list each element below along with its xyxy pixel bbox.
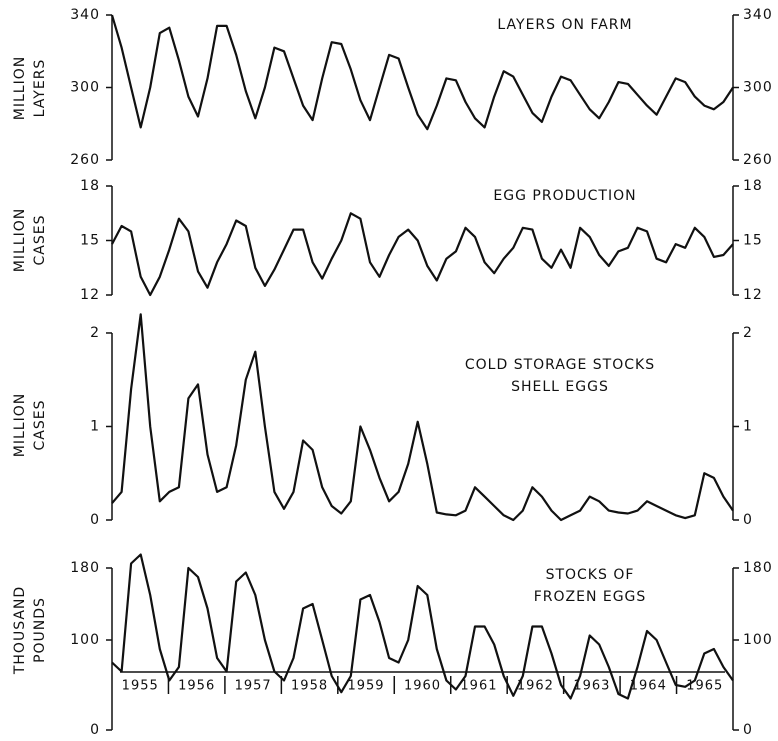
y-tick-label: 100 [70,632,100,648]
y-tick-label: 2 [743,325,753,341]
y-tick-label: 340 [743,7,773,23]
year-label: 1956 [178,679,215,694]
y-axis-label: CASES [32,215,48,266]
chart-title: COLD STORAGE STOCKS [465,357,655,373]
y-tick-label: 0 [90,512,100,528]
chart-title: SHELL EGGS [511,379,609,395]
y-axis-label: LAYERS [32,59,48,118]
y-axis-label: POUNDS [32,597,48,663]
y-tick-label: 15 [80,233,100,249]
y-tick-label: 18 [80,178,100,194]
year-label: 1958 [291,679,328,694]
year-label: 1957 [235,679,272,694]
data-line [110,14,734,131]
year-label: 1965 [686,679,723,694]
y-tick-label: 180 [70,560,100,576]
data-line [111,553,734,700]
y-tick-label: 1 [90,418,100,434]
chart-title: LAYERS ON FARM [497,17,632,33]
y-tick-label: 0 [743,512,753,528]
year-label: 1960 [404,679,441,694]
year-label: 1964 [630,679,667,694]
y-axis-label: MILLION [12,56,28,120]
y-tick-label: 180 [743,560,773,576]
y-tick-label: 260 [743,152,773,168]
y-tick-label: 2 [90,325,100,341]
y-tick-label: 340 [70,7,100,23]
year-label: 1962 [517,679,554,694]
chart-title: EGG PRODUCTION [493,188,636,204]
y-tick-label: 1 [743,418,753,434]
y-tick-label: 0 [743,722,753,737]
y-tick-label: 12 [80,287,100,303]
y-tick-label: 300 [743,80,773,96]
year-label: 1959 [347,679,384,694]
year-label: 1955 [122,679,159,694]
y-tick-label: 18 [743,178,763,194]
y-tick-label: 12 [743,287,763,303]
data-line [111,313,734,522]
y-axis-label: MILLION [12,208,28,272]
year-label: 1963 [573,679,610,694]
y-axis-label: CASES [32,400,48,451]
y-axis-label: THOUSAND [12,586,28,675]
year-label: 1961 [460,679,497,694]
chart-title: STOCKS OF [546,567,635,583]
chart-title: FROZEN EGGS [534,589,647,605]
y-axis-label: MILLION [12,393,28,457]
y-tick-label: 0 [90,722,100,737]
data-line [111,212,734,297]
y-tick-label: 100 [743,632,773,648]
y-tick-label: 260 [70,152,100,168]
y-tick-label: 15 [743,233,763,249]
y-tick-label: 300 [70,80,100,96]
